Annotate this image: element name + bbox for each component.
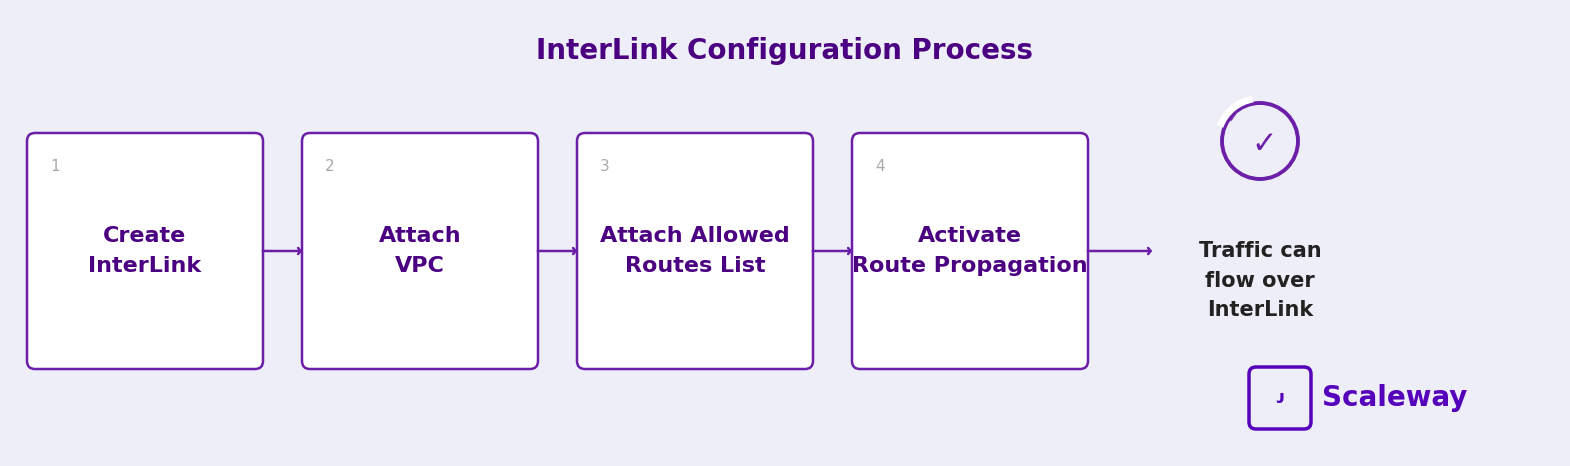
FancyBboxPatch shape [301,133,539,369]
Text: 4: 4 [874,159,884,174]
FancyBboxPatch shape [578,133,813,369]
Text: Scaleway: Scaleway [1322,384,1468,412]
Text: Traffic can
flow over
InterLink: Traffic can flow over InterLink [1198,241,1322,320]
Text: ᴊ: ᴊ [1275,389,1284,407]
Text: Activate
Route Propagation: Activate Route Propagation [853,226,1088,276]
Text: Attach Allowed
Routes List: Attach Allowed Routes List [600,226,790,276]
FancyBboxPatch shape [27,133,264,369]
Text: 2: 2 [325,159,334,174]
FancyBboxPatch shape [1250,367,1311,429]
Text: 3: 3 [600,159,609,174]
Text: Attach
VPC: Attach VPC [378,226,462,276]
Text: 1: 1 [50,159,60,174]
FancyBboxPatch shape [3,3,1567,463]
Text: InterLink Configuration Process: InterLink Configuration Process [537,37,1033,65]
Text: ✓: ✓ [1226,112,1237,125]
Text: Create
InterLink: Create InterLink [88,226,201,276]
Text: ✓: ✓ [1251,130,1276,158]
FancyBboxPatch shape [853,133,1088,369]
